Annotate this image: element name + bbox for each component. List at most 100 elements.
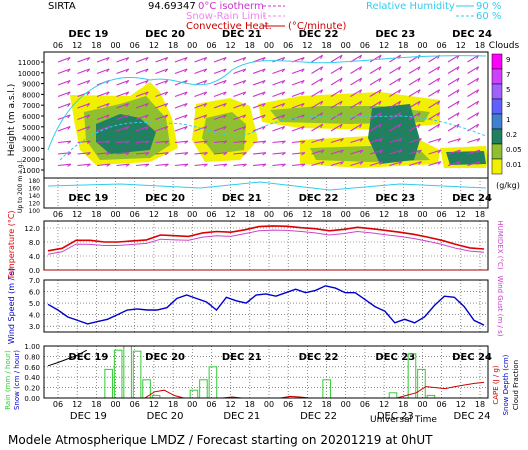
wind-arrow-head — [301, 103, 305, 107]
wind-arrow-head — [417, 100, 421, 105]
hour-tick-label: 06 — [283, 400, 293, 409]
hour-tick-label: 18 — [321, 400, 331, 409]
rain-bar — [417, 368, 426, 399]
wind-arrow — [447, 77, 460, 86]
wind-arrow — [233, 126, 246, 132]
wind-arrow-head — [437, 77, 441, 82]
wind-arrow-head — [203, 103, 208, 107]
wind-arrow-head — [359, 66, 363, 71]
hour-tick-label: 06 — [206, 41, 216, 50]
height-tick-label: 8000 — [22, 91, 40, 99]
wind-arrow-head — [125, 80, 130, 84]
wind-arrow-head — [203, 152, 208, 156]
y-tick-label: 12.0 — [24, 225, 40, 233]
convective-unit: (°C/minute) — [288, 21, 347, 32]
wind-arrow — [116, 126, 129, 132]
wind-arrow-head — [86, 80, 91, 84]
hour-tick-label: 00 — [110, 41, 120, 50]
wind-arrow — [350, 89, 362, 97]
wind-arrow-head — [67, 57, 71, 61]
height-tick-label: 1000 — [22, 167, 40, 175]
hour-tick-label: 00 — [417, 210, 427, 219]
wind-arrow-head — [164, 103, 169, 107]
colorbar-tick-label: 5 — [506, 86, 510, 94]
wind-arrow-head — [281, 103, 286, 107]
wind-arrow-head — [203, 57, 208, 61]
wind-arrow — [194, 163, 208, 167]
hour-tick-label: 12 — [226, 41, 236, 50]
wind-arrow — [57, 103, 71, 109]
wind-arrow — [233, 152, 247, 155]
wind-arrow — [369, 149, 383, 155]
day-label: DEC 21 — [223, 411, 260, 422]
wind-arrow — [213, 103, 227, 109]
colorbar-swatch — [491, 128, 503, 145]
hour-tick-label: 06 — [360, 41, 370, 50]
hour-tick-label: 06 — [130, 400, 140, 409]
wind-arrow — [233, 57, 246, 63]
wind-arrow-head — [106, 91, 110, 96]
wind-arrow — [291, 140, 305, 144]
wind-arrow — [330, 77, 343, 86]
wind-arrow — [291, 152, 305, 155]
wind-arrow-head — [437, 161, 442, 165]
wind-arrow-head — [281, 140, 286, 144]
wind-arrow-head — [86, 152, 91, 156]
wind-arrow-head — [398, 161, 403, 165]
wind-arrow-head — [242, 114, 247, 119]
wind-arrow — [272, 163, 286, 167]
y-tick-label: 0.80 — [24, 353, 40, 361]
hour-tick-label: 06 — [360, 400, 370, 409]
wind-arrow — [194, 140, 208, 144]
hour-tick-label: 18 — [398, 41, 408, 50]
hour-tick-label: 12 — [456, 400, 466, 409]
footer-title: Modele Atmospherique LMDZ / Forecast sta… — [8, 433, 433, 447]
wind-arrow — [155, 80, 168, 86]
wind-arrow-head — [281, 163, 286, 167]
wind-arrow — [467, 112, 479, 120]
wind-arrow — [389, 66, 401, 74]
wind-arrow-head — [125, 57, 130, 61]
wind-arrow — [311, 123, 323, 132]
wind-arrow — [330, 54, 343, 63]
wind-arrow-head — [86, 91, 91, 96]
wind-arrow — [194, 114, 207, 121]
hour-tick-label: 18 — [321, 210, 331, 219]
wind-arrow — [116, 68, 129, 75]
wind-arrow — [116, 163, 130, 167]
wind-arrow-head — [184, 68, 188, 73]
wind-arrow — [467, 89, 479, 97]
wind-arrow-head — [281, 152, 286, 156]
wind-arrow-head — [476, 112, 480, 117]
rain-bar — [104, 368, 113, 399]
wind-arrow — [408, 77, 421, 86]
wind-arrow — [369, 100, 382, 109]
hour-tick-label: 00 — [187, 41, 197, 50]
wind-arrow — [116, 91, 129, 98]
colorbar-swatch — [491, 68, 503, 85]
day-label: DEC 22 — [299, 352, 339, 363]
hour-tick-label: 00 — [110, 210, 120, 219]
wind-speed-axis-label: Wind Speed (m / s) — [7, 268, 16, 344]
wind-arrow-head — [437, 149, 442, 154]
day-label: DEC 24 — [452, 352, 492, 363]
hour-tick-label: 06 — [53, 210, 63, 219]
hour-tick-label: 12 — [302, 210, 312, 219]
wind-arrow-head — [106, 103, 110, 107]
hour-tick-label: 12 — [72, 41, 82, 50]
wind-arrow — [272, 114, 285, 121]
hour-tick-label: 18 — [475, 41, 485, 50]
wind-arrow-head — [339, 66, 343, 71]
wind-arrow — [467, 100, 479, 109]
wind-arrow — [252, 68, 266, 75]
wind-arrow-head — [86, 114, 91, 119]
hour-tick-label: 18 — [245, 400, 255, 409]
wind-arrow-head — [320, 77, 324, 82]
wind-arrow-head — [378, 89, 382, 94]
wind-arrow — [272, 57, 285, 63]
series-line — [47, 285, 485, 326]
wind-arrow — [291, 91, 305, 98]
y-tick-label: 6.0 — [29, 289, 40, 297]
wind-arrow-head — [379, 138, 383, 142]
